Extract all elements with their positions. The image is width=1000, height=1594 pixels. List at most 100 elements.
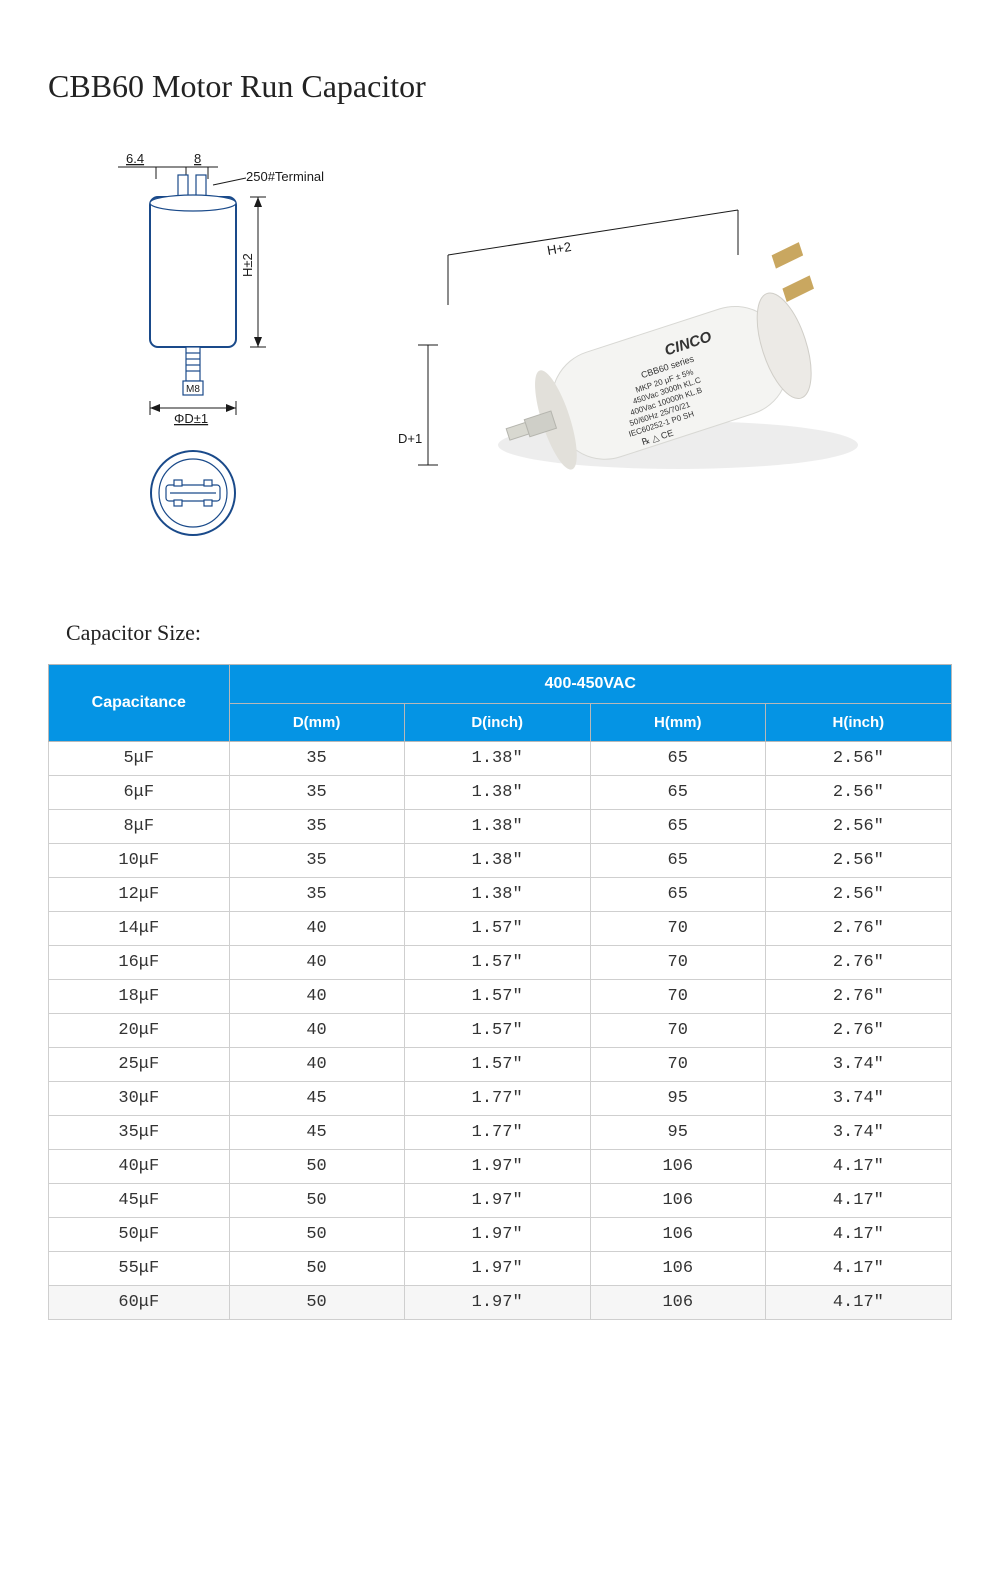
- table-cell: 1.57″: [404, 946, 590, 980]
- table-cell: 5μF: [49, 742, 230, 776]
- table-cell: 50: [229, 1252, 404, 1286]
- table-cell: 16μF: [49, 946, 230, 980]
- table-cell: 1.57″: [404, 1048, 590, 1082]
- table-cell: 40: [229, 912, 404, 946]
- terminal-label: 250#Terminal: [246, 169, 324, 184]
- table-row: 18μF401.57″702.76″: [49, 980, 952, 1014]
- table-cell: 2.76″: [765, 980, 951, 1014]
- table-cell: 70: [590, 912, 765, 946]
- table-cell: 8μF: [49, 810, 230, 844]
- table-cell: 106: [590, 1150, 765, 1184]
- table-cell: 45: [229, 1116, 404, 1150]
- table-cell: 50μF: [49, 1218, 230, 1252]
- table-cell: 1.77″: [404, 1082, 590, 1116]
- table-cell: 1.38″: [404, 776, 590, 810]
- col-capacitance: Capacitance: [49, 665, 230, 742]
- table-cell: 1.57″: [404, 980, 590, 1014]
- col-d-mm: D(mm): [229, 704, 404, 742]
- table-cell: 2.76″: [765, 946, 951, 980]
- table-cell: 10μF: [49, 844, 230, 878]
- table-cell: 1.38″: [404, 810, 590, 844]
- table-cell: 6μF: [49, 776, 230, 810]
- table-cell: 106: [590, 1286, 765, 1320]
- table-cell: 2.56″: [765, 844, 951, 878]
- table-cell: 2.76″: [765, 1014, 951, 1048]
- diagram-row: 6.4 8 250#Terminal H±2: [48, 145, 952, 570]
- table-cell: 65: [590, 810, 765, 844]
- table-cell: 35: [229, 810, 404, 844]
- table-row: 16μF401.57″702.76″: [49, 946, 952, 980]
- table-cell: 35μF: [49, 1116, 230, 1150]
- table-cell: 25μF: [49, 1048, 230, 1082]
- table-cell: 40: [229, 1048, 404, 1082]
- table-cell: 35: [229, 742, 404, 776]
- table-cell: 60μF: [49, 1286, 230, 1320]
- table-row: 25μF401.57″703.74″: [49, 1048, 952, 1082]
- table-cell: 3.74″: [765, 1116, 951, 1150]
- table-cell: 1.97″: [404, 1286, 590, 1320]
- page-title: CBB60 Motor Run Capacitor: [48, 68, 952, 105]
- table-cell: 4.17″: [765, 1218, 951, 1252]
- table-cell: 2.56″: [765, 810, 951, 844]
- table-row: 5μF351.38″652.56″: [49, 742, 952, 776]
- table-cell: 45μF: [49, 1184, 230, 1218]
- table-cell: 4.17″: [765, 1184, 951, 1218]
- table-cell: 50: [229, 1286, 404, 1320]
- table-row: 10μF351.38″652.56″: [49, 844, 952, 878]
- photo-dim-d: D+1: [398, 431, 422, 446]
- table-row: 14μF401.57″702.76″: [49, 912, 952, 946]
- table-cell: 70: [590, 1014, 765, 1048]
- table-row: 30μF451.77″953.74″: [49, 1082, 952, 1116]
- table-cell: 2.56″: [765, 776, 951, 810]
- table-cell: 12μF: [49, 878, 230, 912]
- table-cell: 4.17″: [765, 1286, 951, 1320]
- table-cell: 50: [229, 1184, 404, 1218]
- table-row: 35μF451.77″953.74″: [49, 1116, 952, 1150]
- table-cell: 70: [590, 946, 765, 980]
- table-cell: 35: [229, 776, 404, 810]
- photo-dim-h: H+2: [546, 239, 572, 258]
- table-cell: 1.57″: [404, 1014, 590, 1048]
- table-cell: 35: [229, 844, 404, 878]
- table-cell: 1.38″: [404, 742, 590, 776]
- table-cell: 1.38″: [404, 878, 590, 912]
- table-cell: 65: [590, 878, 765, 912]
- table-cell: 65: [590, 742, 765, 776]
- table-cell: 50: [229, 1150, 404, 1184]
- table-cell: 50: [229, 1218, 404, 1252]
- table-row: 45μF501.97″1064.17″: [49, 1184, 952, 1218]
- table-cell: 1.57″: [404, 912, 590, 946]
- capacitor-size-table: Capacitance 400-450VAC D(mm) D(inch) H(m…: [48, 664, 952, 1320]
- table-cell: 3.74″: [765, 1048, 951, 1082]
- table-cell: 106: [590, 1218, 765, 1252]
- dim-d: ΦD±1: [174, 411, 208, 426]
- table-row: 55μF501.97″1064.17″: [49, 1252, 952, 1286]
- table-cell: 18μF: [49, 980, 230, 1014]
- table-cell: 2.56″: [765, 878, 951, 912]
- col-h-mm: H(mm): [590, 704, 765, 742]
- table-cell: 14μF: [49, 912, 230, 946]
- dim-h: H±2: [240, 253, 255, 277]
- table-cell: 2.56″: [765, 742, 951, 776]
- table-cell: 55μF: [49, 1252, 230, 1286]
- dim-label-8: 8: [194, 151, 201, 166]
- dim-label-6-4: 6.4: [126, 151, 144, 166]
- table-cell: 1.97″: [404, 1150, 590, 1184]
- product-photo: CINCO CBB60 series MKP 20 μF ± 5% 450Vac…: [378, 195, 952, 520]
- table-cell: 3.74″: [765, 1082, 951, 1116]
- table-cell: 70: [590, 980, 765, 1014]
- table-cell: 35: [229, 878, 404, 912]
- table-cell: 4.17″: [765, 1150, 951, 1184]
- bolt-label: M8: [186, 384, 200, 395]
- table-row: 12μF351.38″652.56″: [49, 878, 952, 912]
- table-row: 20μF401.57″702.76″: [49, 1014, 952, 1048]
- table-cell: 65: [590, 844, 765, 878]
- table-cell: 20μF: [49, 1014, 230, 1048]
- table-cell: 1.97″: [404, 1218, 590, 1252]
- table-cell: 30μF: [49, 1082, 230, 1116]
- section-label: Capacitor Size:: [66, 620, 952, 646]
- table-row: 8μF351.38″652.56″: [49, 810, 952, 844]
- table-cell: 4.17″: [765, 1252, 951, 1286]
- table-cell: 95: [590, 1116, 765, 1150]
- table-cell: 1.97″: [404, 1252, 590, 1286]
